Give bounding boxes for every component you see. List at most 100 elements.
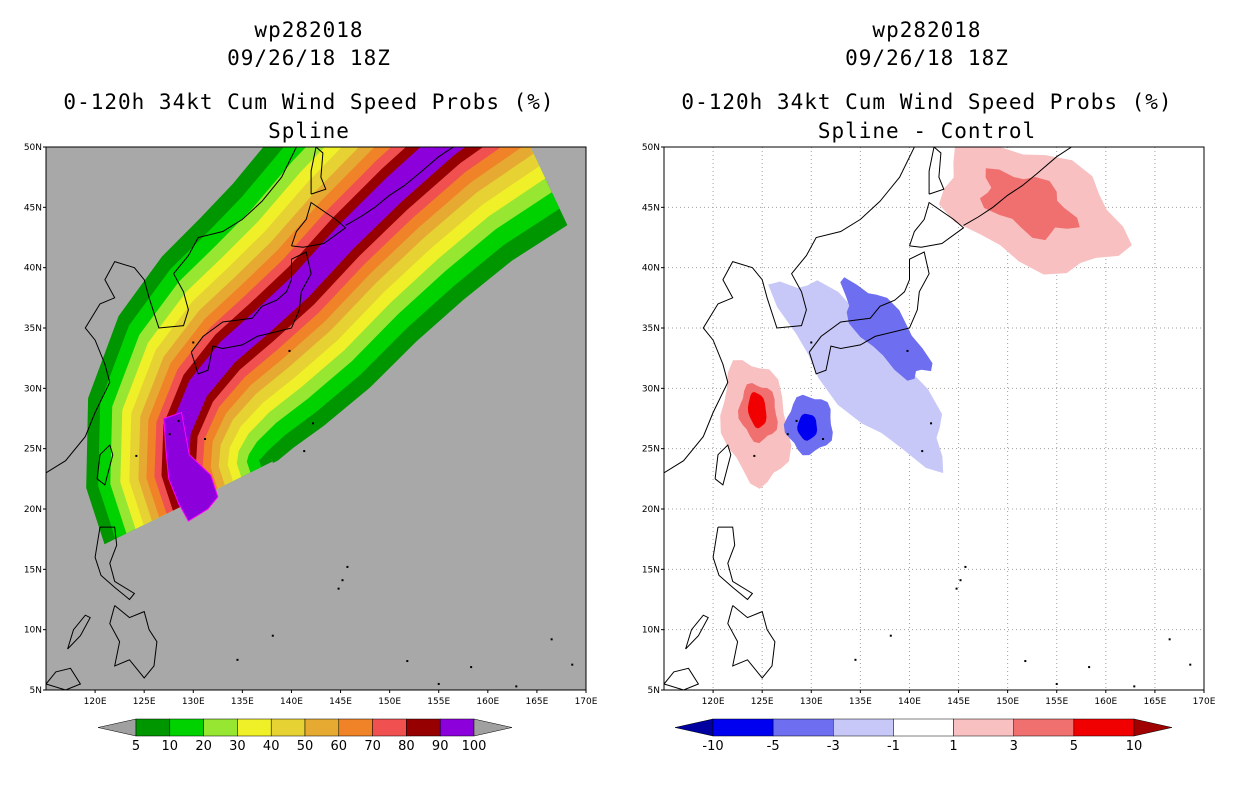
right-colorbar-label-0: -10	[702, 739, 723, 754]
right-title-datetime: 09/26/18 18Z	[845, 46, 1009, 70]
right-colorbar-arrow-low	[674, 718, 714, 737]
right-coastline-1	[808, 251, 930, 375]
left-coastline-6	[94, 526, 136, 601]
right-xtick-label-9: 165E	[1143, 697, 1166, 707]
right-island-1	[921, 450, 924, 453]
left-island-14	[177, 419, 180, 422]
right-xtick-label-3: 135E	[849, 697, 872, 707]
left-island-17	[204, 438, 207, 441]
right-xtick-label-6: 150E	[996, 697, 1019, 707]
left-ytick-label-7: 15N	[24, 565, 42, 575]
left-xtick-label-2: 130E	[182, 697, 205, 707]
right-colorbar-label-4: 1	[949, 739, 957, 754]
right-coastline-8	[685, 614, 709, 650]
right-island-3	[959, 579, 962, 582]
right-title-product: 0-120h 34kt Cum Wind Speed Probs (%)	[681, 90, 1173, 114]
left-title-method: Spline	[268, 119, 350, 143]
left-island-13	[192, 341, 195, 344]
left-colorbar-swatch-5	[304, 718, 340, 737]
right-island-0	[930, 422, 933, 425]
left-colorbar-swatch-4	[270, 718, 306, 737]
right-island-7	[1024, 660, 1027, 663]
left-xtick-label-7: 155E	[427, 697, 450, 707]
left-xtick-label-9: 165E	[525, 697, 548, 707]
left-island-5	[236, 658, 239, 661]
left-coastline-4	[345, 147, 454, 226]
left-colorbar-label-0: 5	[132, 739, 140, 754]
left-colorbar-label-9: 90	[432, 739, 449, 754]
left-coastline-7	[109, 605, 158, 679]
left-island-2	[346, 565, 349, 568]
right-ytick-label-3: 35N	[642, 324, 660, 334]
left-xtick-label-3: 135E	[231, 697, 254, 707]
right-colorbar-label-7: 10	[1126, 739, 1143, 754]
left-ytick-label-8: 10N	[24, 626, 42, 636]
left-title-datetime: 09/26/18 18Z	[227, 46, 391, 70]
left-ytick-label-4: 30N	[24, 384, 42, 394]
right-colorbar-label-1: -5	[767, 739, 780, 754]
left-coastline-0	[46, 147, 297, 474]
right-colorbar-swatch-2	[833, 718, 894, 737]
right-coastline-9	[664, 667, 700, 690]
right-xtick-label-0: 120E	[702, 697, 725, 707]
right-island-8	[1088, 666, 1091, 669]
right-difference-map: 120E 125E 130E 135E 140E 145E 150E 155E 160E 165E…	[642, 143, 1216, 754]
right-island-14	[795, 419, 798, 422]
left-ytick-label-6: 20N	[24, 505, 42, 515]
right-colorbar-swatch-3	[893, 718, 954, 737]
right-xtick-label-1: 125E	[751, 697, 774, 707]
right-island-17	[822, 438, 825, 441]
left-contour-layer	[46, 147, 574, 690]
left-contour-band-40	[129, 147, 540, 542]
left-island-3	[341, 579, 344, 582]
right-xtick-label-2: 130E	[800, 697, 823, 707]
right-frame	[663, 146, 1205, 691]
left-ytick-label-0: 50N	[24, 143, 42, 153]
right-island-13	[810, 341, 813, 344]
left-ytick-label-2: 40N	[24, 264, 42, 274]
right-colorbar-label-6: 5	[1070, 739, 1078, 754]
right-xtick-label-4: 140E	[898, 697, 921, 707]
left-coastline-3	[310, 147, 327, 195]
left-colorbar-swatch-6	[338, 718, 373, 737]
right-coastline-4	[963, 147, 1072, 226]
left-island-7	[406, 660, 409, 663]
right-island-2	[964, 565, 967, 568]
right-island-9	[1168, 638, 1171, 641]
left-xtick-label-8: 160E	[476, 697, 499, 707]
left-xtick-label-0: 120E	[84, 697, 107, 707]
right-ytick-label-5: 25N	[642, 445, 660, 455]
left-ytick-label-3: 35N	[24, 324, 42, 334]
right-island-6	[889, 634, 892, 637]
left-xtick-label-10: 170E	[575, 697, 598, 707]
right-island-11	[1133, 685, 1136, 688]
left-island-16	[135, 454, 138, 457]
right-colorbar-label-5: 3	[1010, 739, 1018, 754]
left-colorbar-label-7: 70	[364, 739, 381, 754]
right-colorbar-swatch-4	[953, 718, 1014, 737]
left-island-8	[470, 666, 473, 669]
left-colorbar-swatch-3	[237, 718, 272, 737]
left-island-18	[288, 349, 291, 352]
left-ytick-label-1: 45N	[24, 203, 42, 213]
left-island-4	[337, 587, 340, 590]
left-colorbar-label-10: 100	[462, 739, 487, 754]
left-island-0	[312, 422, 315, 425]
right-title-storm-id: wp282018	[872, 18, 982, 42]
left-island-12	[437, 682, 440, 685]
right-colorbar-swatch-6	[1073, 718, 1135, 737]
left-colorbar-label-8: 80	[398, 739, 415, 754]
right-colorbar-swatch-0	[712, 718, 774, 737]
left-title-product: 0-120h 34kt Cum Wind Speed Probs (%)	[63, 90, 555, 114]
right-coastline-7	[727, 605, 776, 679]
right-colorbar-swatch-1	[772, 718, 834, 737]
left-frame	[45, 146, 587, 691]
right-pos-sw-band-5	[747, 392, 767, 429]
left-xtick-label-5: 145E	[329, 697, 352, 707]
right-island-18	[906, 349, 909, 352]
left-probability-map: 120E 125E 130E 135E 140E 145E 150E 155E 160E 165E…	[24, 143, 598, 754]
right-coastline-0	[664, 147, 915, 474]
right-contour-layer	[664, 147, 1204, 690]
right-xtick-label-7: 155E	[1045, 697, 1068, 707]
left-colorbar-swatch-8	[406, 718, 441, 737]
